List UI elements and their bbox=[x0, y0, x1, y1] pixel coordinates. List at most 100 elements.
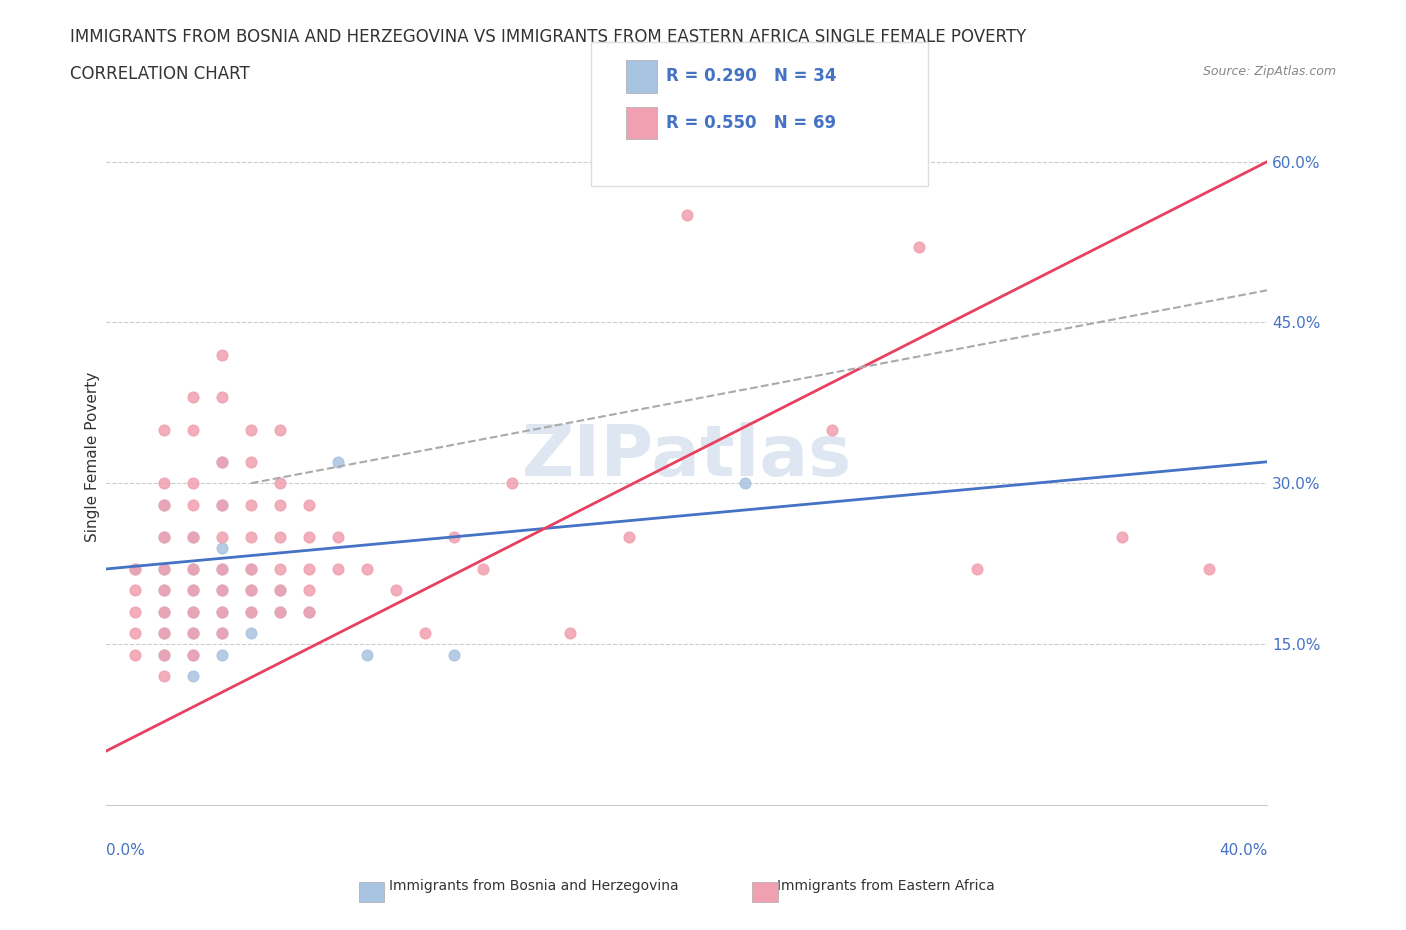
Point bbox=[501, 476, 523, 491]
Point bbox=[240, 626, 263, 641]
Point bbox=[153, 562, 176, 577]
Point bbox=[153, 583, 176, 598]
Point bbox=[153, 604, 176, 619]
Point bbox=[153, 647, 176, 662]
Point bbox=[617, 529, 640, 544]
Point bbox=[298, 562, 321, 577]
Point bbox=[356, 562, 378, 577]
Point bbox=[211, 529, 233, 544]
Point bbox=[153, 529, 176, 544]
Point bbox=[385, 583, 408, 598]
Point bbox=[181, 562, 204, 577]
Point bbox=[181, 583, 204, 598]
Point bbox=[211, 604, 233, 619]
Point bbox=[821, 422, 844, 437]
Point bbox=[124, 562, 146, 577]
Point bbox=[211, 647, 233, 662]
Point bbox=[181, 476, 204, 491]
Point bbox=[269, 498, 291, 512]
Point bbox=[153, 647, 176, 662]
Point bbox=[124, 562, 146, 577]
Point bbox=[211, 498, 233, 512]
Point bbox=[269, 476, 291, 491]
Text: 0.0%: 0.0% bbox=[105, 844, 145, 858]
Point bbox=[211, 540, 233, 555]
Point bbox=[181, 647, 204, 662]
Point bbox=[211, 562, 233, 577]
Point bbox=[269, 583, 291, 598]
Point bbox=[211, 390, 233, 405]
Text: CORRELATION CHART: CORRELATION CHART bbox=[70, 65, 250, 83]
Point bbox=[153, 498, 176, 512]
Point bbox=[153, 498, 176, 512]
Point bbox=[443, 647, 465, 662]
Text: Immigrants from Bosnia and Herzegovina: Immigrants from Bosnia and Herzegovina bbox=[389, 879, 679, 893]
Point bbox=[181, 562, 204, 577]
Point bbox=[181, 626, 204, 641]
Point bbox=[269, 604, 291, 619]
Point bbox=[153, 626, 176, 641]
Text: Immigrants from Eastern Africa: Immigrants from Eastern Africa bbox=[778, 879, 994, 893]
Point bbox=[124, 583, 146, 598]
Point bbox=[240, 583, 263, 598]
Text: R = 0.550   N = 69: R = 0.550 N = 69 bbox=[666, 113, 837, 132]
Point bbox=[908, 240, 931, 255]
Point bbox=[269, 529, 291, 544]
Point bbox=[181, 647, 204, 662]
Point bbox=[124, 604, 146, 619]
Point bbox=[153, 583, 176, 598]
Point bbox=[298, 604, 321, 619]
Point bbox=[356, 647, 378, 662]
Point bbox=[124, 626, 146, 641]
Point bbox=[269, 583, 291, 598]
Point bbox=[153, 422, 176, 437]
Point bbox=[153, 562, 176, 577]
Point bbox=[328, 562, 350, 577]
Point bbox=[966, 562, 988, 577]
Point bbox=[181, 529, 204, 544]
Point bbox=[240, 529, 263, 544]
Point bbox=[181, 583, 204, 598]
Point bbox=[153, 626, 176, 641]
Point bbox=[211, 562, 233, 577]
Point bbox=[269, 562, 291, 577]
Point bbox=[211, 583, 233, 598]
Y-axis label: Single Female Poverty: Single Female Poverty bbox=[86, 371, 100, 541]
Point bbox=[298, 529, 321, 544]
Point bbox=[298, 604, 321, 619]
Point bbox=[560, 626, 582, 641]
Point bbox=[211, 604, 233, 619]
Point bbox=[240, 422, 263, 437]
Point bbox=[211, 347, 233, 362]
Point bbox=[240, 583, 263, 598]
Point bbox=[153, 529, 176, 544]
Point bbox=[298, 583, 321, 598]
Point bbox=[328, 529, 350, 544]
Text: 40.0%: 40.0% bbox=[1219, 844, 1267, 858]
Point bbox=[153, 476, 176, 491]
Point bbox=[211, 455, 233, 470]
Point bbox=[443, 529, 465, 544]
Point bbox=[211, 455, 233, 470]
Point bbox=[472, 562, 495, 577]
Point bbox=[181, 390, 204, 405]
Point bbox=[181, 422, 204, 437]
Point bbox=[328, 455, 350, 470]
Point bbox=[181, 604, 204, 619]
Point bbox=[181, 498, 204, 512]
Point bbox=[1198, 562, 1220, 577]
Point bbox=[240, 498, 263, 512]
Point bbox=[240, 562, 263, 577]
Point bbox=[181, 626, 204, 641]
Point bbox=[240, 455, 263, 470]
Point bbox=[211, 498, 233, 512]
Point bbox=[211, 626, 233, 641]
Point bbox=[211, 583, 233, 598]
Point bbox=[124, 647, 146, 662]
Point bbox=[734, 476, 756, 491]
Point bbox=[181, 669, 204, 684]
Point bbox=[153, 669, 176, 684]
Point bbox=[1111, 529, 1133, 544]
Point bbox=[413, 626, 436, 641]
Point bbox=[675, 207, 697, 222]
